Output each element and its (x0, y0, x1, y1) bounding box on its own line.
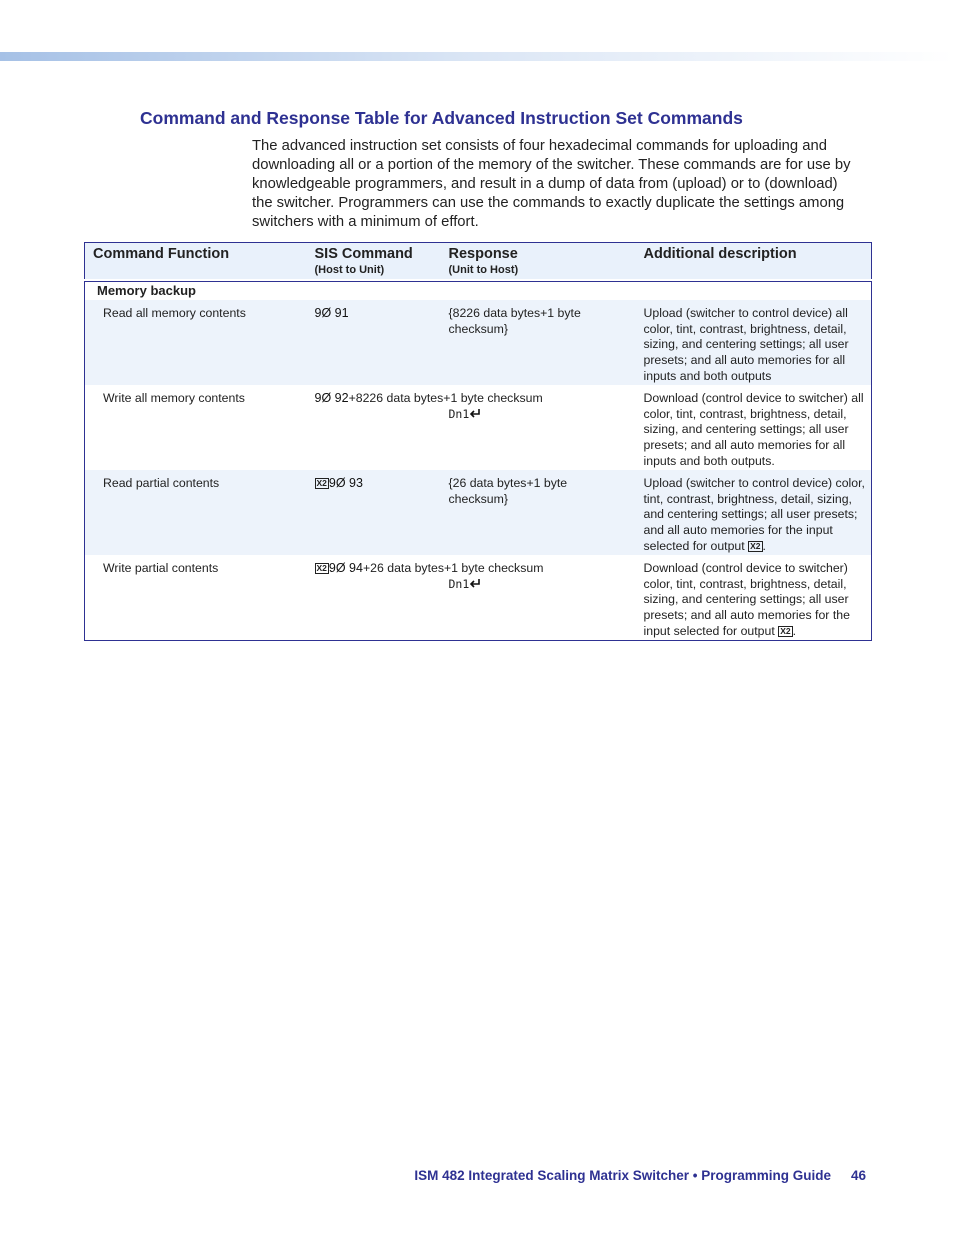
function: Read partial contents (84, 469, 307, 555)
intro-paragraph: The advanced instruction set consists of… (252, 138, 851, 230)
command: 9Ø 91 (314, 305, 349, 320)
section-row: Memory backup (84, 278, 872, 300)
column-subtitle: (Host to Unit) (314, 264, 385, 276)
row: Write all memory contents 9Ø 92+8226 dat… (85, 385, 872, 470)
variable: X2 (778, 625, 793, 637)
row: Write partial contents X2 9Ø 94+26 data b… (85, 555, 872, 641)
column-subtitle: (Unit to Host) (448, 264, 519, 276)
command: 9Ø 92 (314, 390, 349, 405)
section-label: Memory backup (84, 278, 872, 300)
header-row: Command Function SIS Command (Host to Uni… (84, 242, 872, 281)
description: Download (control device to switcher) co… (643, 560, 850, 638)
description: Download (control device to switcher) al… (643, 390, 864, 468)
function: Write all memory contents (103, 390, 245, 405)
variable: X2 (748, 540, 763, 552)
footer: ISM 482 Integrated Scaling Matrix Switch… (414, 1168, 866, 1183)
section-title: Command and Response Table for Advanced … (140, 108, 743, 128)
column-title: Response (448, 246, 518, 262)
function: Write partial contents (103, 560, 219, 575)
variable: X2 (314, 477, 329, 489)
response: {8226 data bytes+1 byte checksum} (440, 299, 636, 385)
enter-icon (470, 408, 481, 418)
command-data: +8226 data bytes+1 byte checksum (348, 390, 543, 405)
response: Dn1 (448, 576, 470, 591)
command-table: Command Function SIS Command (Host to Uni… (84, 242, 872, 642)
column-title: Additional description (643, 246, 797, 262)
row: Read partial contents X2 9Ø 93 {26 data b… (84, 469, 872, 555)
description: Upload (switcher to control device) all … (635, 299, 872, 385)
page-number: 46 (850, 1168, 866, 1183)
header-bar (0, 52, 954, 61)
description: Upload (switcher to control device) colo… (643, 475, 865, 553)
command: 9Ø 94 (328, 560, 363, 575)
column-title: SIS Command (314, 246, 413, 262)
description-end: . (792, 623, 797, 638)
variable: X2 (314, 562, 329, 574)
column-title: Command Function (93, 246, 230, 262)
enter-icon (470, 578, 481, 588)
function: Read all memory contents (84, 299, 307, 385)
command: 9Ø 93 (328, 475, 363, 490)
guide-title: ISM 482 Integrated Scaling Matrix Switch… (414, 1168, 831, 1183)
command-data: +26 data bytes+1 byte checksum (362, 560, 544, 575)
description-end: . (762, 538, 766, 553)
response: {26 data bytes+1 byte checksum} (440, 469, 636, 555)
row: Read all memory contents 9Ø 91 {8226 dat… (84, 299, 872, 385)
response: Dn1 (448, 406, 470, 421)
